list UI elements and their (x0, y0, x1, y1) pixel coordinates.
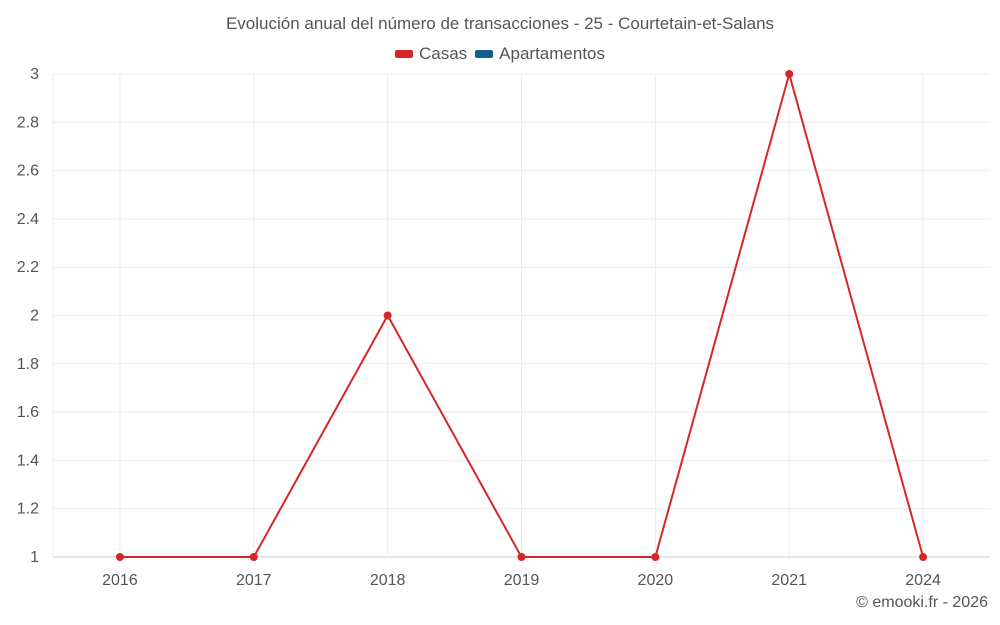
credit-text: © emooki.fr - 2026 (856, 594, 988, 611)
data-point (115, 553, 124, 561)
y-tick-label: 1.8 (17, 356, 39, 373)
y-tick-label: 1 (30, 549, 39, 566)
legend-label-casas: Casas (418, 44, 468, 63)
y-tick-label: 2.8 (17, 114, 39, 131)
y-tick-label: 1.6 (17, 404, 39, 421)
legend: Casas Apartamentos (0, 44, 1000, 64)
y-tick-label: 2.2 (17, 259, 39, 276)
y-tick-label: 3 (30, 66, 39, 83)
legend-label-apartamentos: Apartamentos (499, 44, 606, 63)
data-point (383, 311, 392, 320)
x-tick-label: 2017 (236, 572, 272, 589)
y-tick-label: 1.4 (17, 452, 39, 469)
legend-item-apartamentos[interactable]: Apartamentos (475, 44, 605, 64)
legend-item-casas[interactable]: Casas (394, 44, 468, 64)
data-point (517, 553, 526, 561)
y-tick-label: 2.4 (17, 211, 39, 228)
x-tick-label: 2021 (771, 572, 807, 589)
data-point (785, 70, 794, 78)
y-tick-label: 1.2 (17, 501, 39, 518)
legend-swatch-apartamentos (475, 50, 494, 58)
x-tick-label: 2024 (905, 572, 941, 589)
chart-title: Evolución anual del número de transaccio… (225, 14, 775, 33)
data-point (919, 553, 928, 561)
legend-swatch-casas (394, 50, 413, 58)
data-point (651, 553, 660, 561)
x-tick-label: 2016 (102, 572, 138, 589)
y-tick-label: 2.6 (17, 163, 39, 180)
x-tick-label: 2020 (638, 572, 674, 589)
data-point (249, 553, 258, 561)
y-tick-label: 2 (30, 308, 39, 325)
x-tick-label: 2018 (370, 572, 406, 589)
x-tick-label: 2019 (504, 572, 540, 589)
